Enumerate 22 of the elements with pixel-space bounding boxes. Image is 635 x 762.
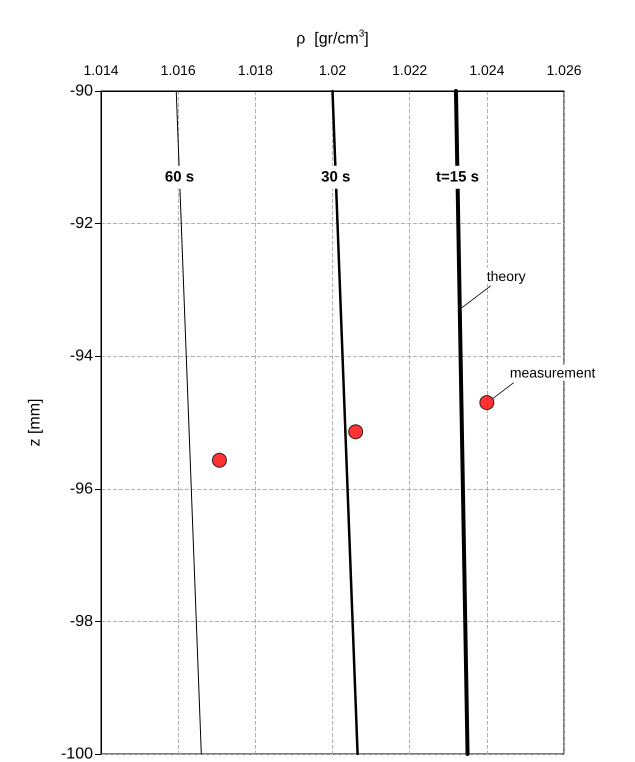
y-tick-label: -90 xyxy=(70,82,94,100)
x-tick-label: 1.02 xyxy=(318,62,346,78)
series-label: 60 s xyxy=(164,168,194,186)
y-tick-label: -100 xyxy=(60,746,94,762)
annotation: theory xyxy=(486,268,526,284)
y-tick-label: -92 xyxy=(70,215,94,232)
point xyxy=(348,424,364,440)
y-tick-label: -98 xyxy=(70,612,94,630)
series-label: t=15 s xyxy=(436,168,479,186)
point xyxy=(212,452,227,468)
y-axis-title: z [mm] xyxy=(26,398,44,446)
x-tick-label: 1.018 xyxy=(238,62,274,78)
x-tick-label: 1.016 xyxy=(160,62,196,78)
series-label: 30 s xyxy=(321,168,350,186)
x-tick-label: 1.026 xyxy=(546,62,582,78)
x-tick-label: 1.014 xyxy=(83,62,119,78)
x-tick-label: 1.024 xyxy=(469,62,505,78)
y-tick-label: -96 xyxy=(70,480,94,498)
y-tick-label: -94 xyxy=(70,348,94,365)
annotation: measurement xyxy=(510,364,596,381)
x-tick-label: 1.022 xyxy=(392,62,428,78)
point xyxy=(479,395,494,410)
